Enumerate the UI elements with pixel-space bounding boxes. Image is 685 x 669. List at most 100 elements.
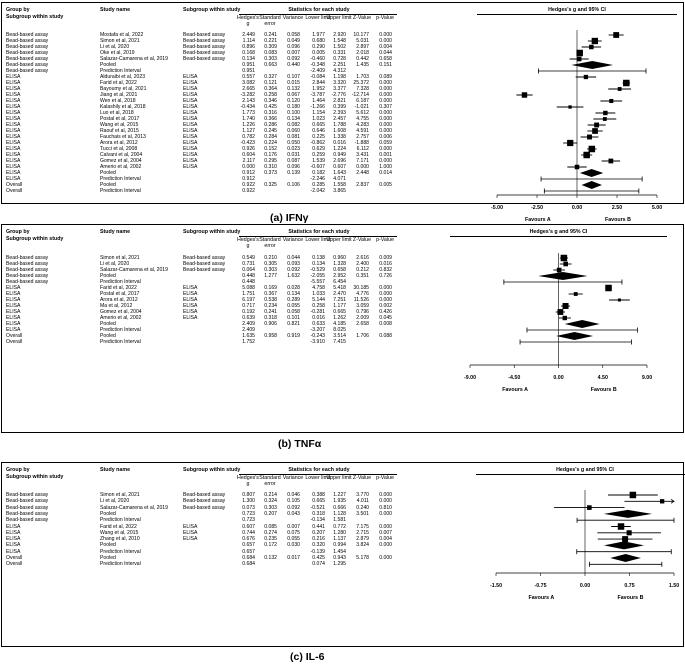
header-z-value: Z-Value <box>352 14 372 21</box>
subgroup-cell: ELISA <box>183 164 198 170</box>
hedges-g-cell: 5.088 <box>242 285 255 291</box>
hedges-g-cell: 0.549 <box>242 255 255 261</box>
favours-a-label: Favours A <box>502 387 528 393</box>
subgroup-cell: ELISA <box>183 74 198 80</box>
subgroup-cell: Bead-based assay <box>183 32 226 38</box>
lower-limit-cell: 0.646 <box>312 128 325 134</box>
effect-point <box>574 164 580 170</box>
standard-error-cell: 0.132 <box>264 555 277 561</box>
hedges-g-cell: 0.782 <box>242 134 255 140</box>
z-value-cell: 3.824 <box>356 542 369 549</box>
standard-error-cell: 0.303 <box>264 267 277 273</box>
header-upper-limit: Upper limit <box>326 474 352 481</box>
upper-limit-cell: 1.581 <box>333 517 346 524</box>
table-row: Bead-based assay Prediction Interval 0.448… <box>2 279 502 285</box>
hedges-g-cell: 0.657 <box>242 548 255 555</box>
hedges-g-cell: 1.740 <box>242 116 255 122</box>
upper-limit-cell: 0.399 <box>333 104 346 110</box>
standard-error-cell: 0.367 <box>264 291 277 297</box>
study-name-cell: Gomez et al, 2004 <box>100 309 142 315</box>
header-p-value: p-Value <box>376 474 394 481</box>
header-subgroup-col: Subgroup within study <box>183 229 241 235</box>
upper-limit-cell: 1.262 <box>333 315 346 321</box>
hedges-g-cell: 2.117 <box>242 158 255 164</box>
standard-error-cell: 0.169 <box>264 285 277 291</box>
variance-cell: 0.030 <box>287 542 300 549</box>
upper-limit-cell: 1.295 <box>333 561 346 568</box>
subgroup-cell: Bead-based assay <box>183 498 226 505</box>
variance-cell: 0.120 <box>287 98 300 104</box>
z-value-cell: 4.011 <box>356 498 369 505</box>
standard-error-cell: 0.234 <box>264 303 277 309</box>
subgroup-cell: ELISA <box>183 146 198 152</box>
p-value-cell: 0.426 <box>379 309 392 315</box>
effect-point <box>557 309 564 315</box>
lower-limit-cell: -0.460 <box>310 56 325 62</box>
upper-limit-cell: 1.548 <box>333 38 346 44</box>
study-name-cell: Wen et al, 2018 <box>100 98 136 104</box>
subgroup-cell: ELISA <box>183 285 198 291</box>
table-row: ELISA Jiang et al, 2021 ELISA -3.282 0.258 0.… <box>2 92 502 98</box>
lower-limit-cell: -0.607 <box>310 164 325 170</box>
z-value-cell: 1.435 <box>356 62 369 68</box>
lower-limit-cell: -0.281 <box>310 309 325 315</box>
standard-error-cell: 0.152 <box>264 146 277 152</box>
table-row: ELISA Alduraibi et al, 2023 ELISA 0.557 0.32… <box>2 74 502 80</box>
upper-limit-cell: 2.696 <box>333 158 346 164</box>
upper-limit-cell: 0.949 <box>333 152 346 158</box>
upper-limit-cell: 4.185 <box>333 321 346 327</box>
lower-limit-cell: -0.134 <box>310 517 325 524</box>
x-tick-label: -5.00 <box>490 205 504 211</box>
table-row: Bead-based assay Pooled 0.448 1.277 1.632 -2.… <box>2 273 502 279</box>
variance-cell: 0.007 <box>287 523 300 530</box>
study-name-cell: Bayoumy et al, 2021 <box>100 86 147 92</box>
group-cell: Bead-based assay <box>6 32 49 38</box>
subgroup-cell: Bead-based assay <box>183 44 226 50</box>
hedges-g-cell: 0.168 <box>242 50 255 56</box>
study-name-cell: Fauchais et al, 2013 <box>100 134 146 140</box>
table-row: Bead-based assay Li et al, 2020 Bead-based… <box>2 261 502 267</box>
lower-limit-cell: 0.258 <box>312 303 325 309</box>
variance-cell: 0.060 <box>287 128 300 134</box>
upper-limit-cell: 6.454 <box>333 279 346 285</box>
forest-plot <box>496 30 658 198</box>
z-value-cell: 6.112 <box>356 146 369 152</box>
stats-title-underline <box>239 235 397 237</box>
group-cell: Overall <box>6 188 23 194</box>
header-variance: Variance <box>282 474 304 481</box>
study-name-cell: Salazar-Camarena et al, 2019 <box>100 504 168 511</box>
lower-limit-cell: 0.016 <box>312 315 325 321</box>
favours-b-label: Favours B <box>617 595 644 601</box>
upper-limit-cell: 3.514 <box>333 333 346 339</box>
effect-point <box>622 536 629 543</box>
z-value-cell: 25.372 <box>353 80 369 86</box>
x-tick-label: 4.50 <box>597 375 608 381</box>
subgroup-cell: Bead-based assay <box>183 504 226 511</box>
header-upper-limit: Upper limit <box>326 236 352 243</box>
x-tick-label: -9.00 <box>463 375 477 381</box>
effect-point <box>587 134 592 140</box>
z-value-cell: 5.178 <box>356 555 369 561</box>
hedges-g-cell: 0.684 <box>242 555 255 561</box>
hedges-g-cell: 1.635 <box>242 333 255 339</box>
variance-cell: 0.106 <box>287 182 300 188</box>
group-cell: Bead-based assay <box>6 492 49 498</box>
group-cell: ELISA <box>6 74 21 80</box>
study-name-cell: Kalashily et al, 2018 <box>100 104 146 110</box>
group-cell: ELISA <box>6 529 21 536</box>
x-tick-label: 5.00 <box>651 205 663 211</box>
standard-error-cell: 0.295 <box>264 158 277 164</box>
p-value-cell: 0.016 <box>379 261 392 267</box>
header-p-value: p-Value <box>376 14 394 21</box>
p-value-cell: 0.088 <box>379 333 392 339</box>
variance-cell: 0.081 <box>287 134 300 140</box>
forest-panel: Group by Subgroup within study Study name S… <box>1 462 685 647</box>
upper-limit-cell: 4.071 <box>333 176 346 182</box>
upper-limit-cell: 3.320 <box>333 80 346 86</box>
subgroup-cell: ELISA <box>183 92 198 98</box>
effect-point <box>573 292 578 296</box>
variance-cell: 0.100 <box>287 110 300 116</box>
upper-limit-cell: 2.470 <box>333 291 346 297</box>
z-value-cell: 3.770 <box>356 492 369 498</box>
header-stats-title: Statistics for each study <box>288 467 350 473</box>
